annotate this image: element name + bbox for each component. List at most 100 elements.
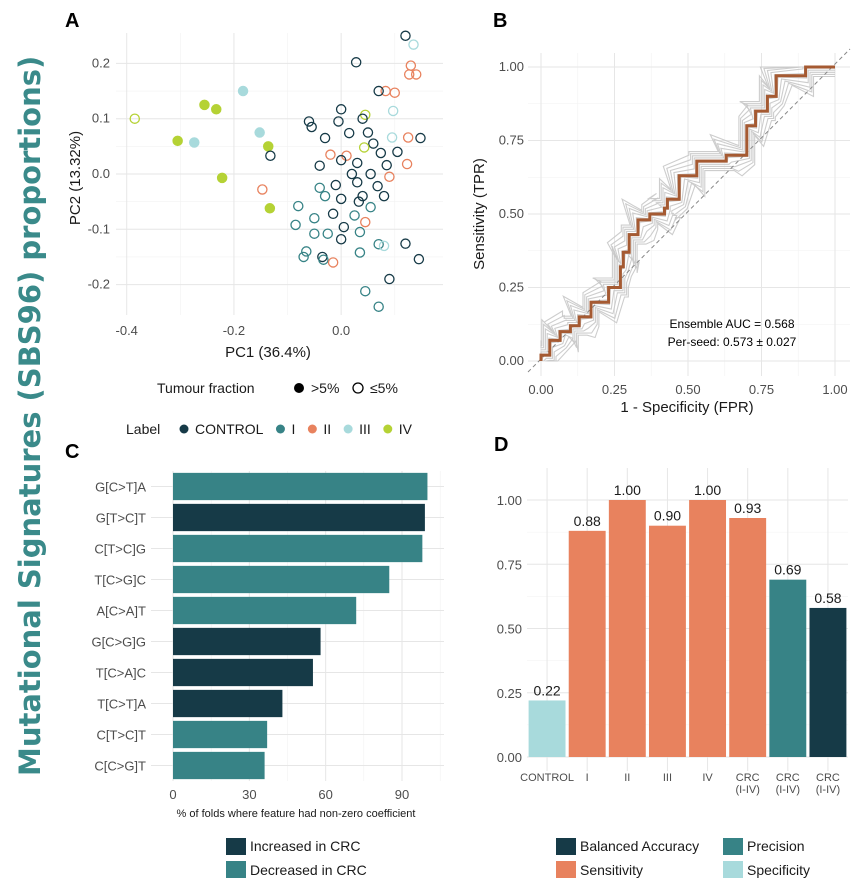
d-category-label: (I-IV) — [776, 784, 800, 796]
pca-point — [373, 85, 384, 97]
metric-bar — [568, 530, 606, 757]
pca-point — [403, 69, 415, 80]
feature-bar — [173, 565, 390, 594]
pca-point — [413, 253, 425, 265]
feature-bar — [173, 503, 425, 532]
roc-seed-curve — [545, 71, 835, 362]
pca-point — [392, 146, 403, 158]
pca-point — [189, 137, 200, 148]
panel-a-points — [129, 30, 426, 312]
roc-ensemble-curve — [539, 65, 835, 361]
panel-b-ticks: 0.00 0.00 0.25 0.25 0.50 0.50 0.75 0.75 1.00 1.00 — [499, 59, 848, 397]
c-category-label: C[C>G]T — [94, 759, 146, 774]
pca-point — [400, 30, 411, 42]
pca-point — [301, 246, 312, 257]
a-xtick-label: 0.0 — [332, 323, 350, 338]
pca-point — [400, 238, 411, 249]
pca-point — [373, 301, 384, 312]
panel-c-xlabel: % of folds where feature had non-zero co… — [177, 808, 416, 820]
b-xtick-label: 0.50 — [675, 382, 700, 397]
pca-point — [264, 203, 276, 214]
c-category-label: T[C>G]C — [94, 573, 146, 588]
pca-point — [303, 116, 315, 127]
shape-legend-item-1: ≤5% — [370, 380, 398, 396]
pca-point — [265, 150, 276, 162]
side-title: Mutational Signatures (SBS96) proportion… — [13, 56, 47, 776]
panel-c-legend: Increased in CRC Decreased in CRC — [226, 838, 367, 878]
roc-seed-curve — [543, 69, 835, 362]
pca-point — [335, 104, 347, 115]
roc-seed-curve — [548, 75, 835, 362]
d-category-label: CONTROL — [520, 772, 574, 784]
metric-bar — [769, 579, 807, 757]
metric-bar — [729, 517, 767, 757]
shape-legend-filled-marker — [294, 383, 304, 393]
c-category-label: G[C>T]A — [95, 480, 146, 495]
pca-point — [351, 157, 363, 169]
pca-point — [319, 190, 331, 202]
panel-a-xlabel: PC1 (36.4%) — [225, 344, 311, 361]
bar-value-label: 1.00 — [614, 482, 641, 498]
pca-point — [349, 210, 360, 221]
pca-point — [298, 251, 309, 263]
pca-point — [314, 160, 325, 171]
pca-point — [358, 142, 370, 153]
pca-point — [410, 69, 422, 80]
pca-point — [262, 141, 274, 152]
a-ytick-label: 0.0 — [92, 166, 110, 181]
c-xtick-label: 0 — [169, 787, 176, 802]
c-xtick-label: 90 — [395, 787, 409, 802]
bar-value-label: 0.93 — [734, 500, 761, 516]
d-category-label: II — [624, 772, 630, 784]
pca-point — [408, 39, 419, 50]
pca-point — [351, 177, 363, 188]
a-ytick-label: -0.2 — [88, 277, 110, 292]
a-xtick-label: -0.2 — [223, 323, 245, 338]
pca-point — [290, 219, 301, 231]
panel-b-xlabel: 1 - Specificity (FPR) — [620, 399, 753, 416]
legend-balanced-accuracy-swatch — [556, 838, 576, 855]
b-ytick-label: 0.75 — [499, 133, 524, 148]
d-category-label: IV — [702, 772, 713, 784]
pca-point — [254, 127, 265, 138]
feature-bar — [173, 627, 321, 656]
pca-point — [373, 238, 384, 250]
pca-point — [360, 216, 371, 228]
pca-point — [365, 201, 376, 213]
b-xtick-label: 0.25 — [602, 382, 627, 397]
panel-b-ylabel: Sensitivity (TPR) — [471, 158, 488, 270]
bar-value-label: 0.22 — [533, 682, 560, 698]
a-xtick-label: -0.4 — [116, 323, 138, 338]
color-legend-item: I — [291, 421, 295, 437]
legend-increased-label: Increased in CRC — [250, 838, 361, 854]
panel-b-seed-annotation: Per-seed: 0.573 ± 0.027 — [668, 335, 797, 349]
panel-d-ticks: 0.00 0.25 0.50 0.75 1.00 0.22 CONTROL 0.88 I 1.00… — [497, 482, 842, 796]
pca-point — [354, 226, 366, 238]
roc-seed-curve — [540, 66, 831, 351]
d-category-label: I — [586, 772, 589, 784]
bar-value-label: 0.69 — [774, 562, 801, 578]
pca-point — [387, 105, 399, 117]
b-ytick-label: 0.00 — [499, 353, 524, 368]
c-category-label: T[C>A]C — [96, 666, 146, 681]
metric-bar — [809, 607, 847, 757]
feature-bar — [173, 751, 265, 780]
color-legend-item: III — [359, 421, 371, 437]
color-legend-marker — [307, 424, 317, 434]
panel-c-feature-bars: 0 30 60 90 G[C>T]A G[T>C]T C[T>C]G T[C>G]C A[C>A… — [91, 471, 444, 878]
panel-letter-c: C — [65, 441, 79, 463]
roc-seed-curve — [547, 73, 835, 362]
shape-legend-open-marker — [352, 382, 364, 394]
pca-point — [354, 247, 366, 258]
d-category-label: III — [663, 772, 672, 784]
pca-point — [293, 200, 304, 212]
d-ytick-label: 0.50 — [497, 622, 522, 637]
d-ytick-label: 0.25 — [497, 686, 522, 701]
pca-point — [346, 168, 358, 180]
pca-point — [335, 154, 347, 166]
pca-point — [415, 132, 426, 144]
legend-decreased-label: Decreased in CRC — [250, 862, 367, 878]
panel-d-metric-bars: 0.00 0.25 0.50 0.75 1.00 0.22 CONTROL 0.88 I 1.00… — [497, 468, 848, 878]
pca-point — [368, 138, 379, 149]
d-category-label: CRC — [736, 772, 760, 784]
